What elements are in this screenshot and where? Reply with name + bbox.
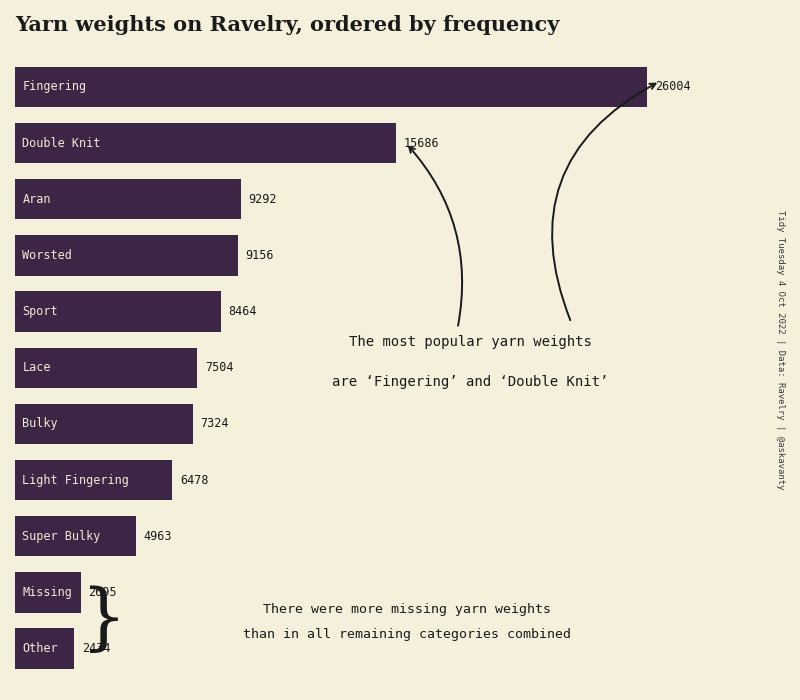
- Text: There were more missing yarn weights: There were more missing yarn weights: [263, 603, 551, 616]
- Text: Yarn weights on Ravelry, ordered by frequency: Yarn weights on Ravelry, ordered by freq…: [15, 15, 559, 35]
- Text: 26004: 26004: [654, 80, 690, 93]
- Bar: [15, 460, 173, 500]
- Text: 15686: 15686: [404, 136, 439, 150]
- Text: are ‘Fingering’ and ‘Double Knit’: are ‘Fingering’ and ‘Double Knit’: [332, 374, 608, 388]
- Text: 8464: 8464: [228, 305, 257, 318]
- Bar: [15, 66, 647, 107]
- Text: Tidy Tuesday 4 Oct 2022 | Data: Ravelry | @askavanty: Tidy Tuesday 4 Oct 2022 | Data: Ravelry …: [775, 210, 785, 490]
- Bar: [15, 404, 193, 444]
- Text: 9292: 9292: [249, 193, 277, 206]
- Bar: [15, 235, 238, 276]
- Text: Sport: Sport: [22, 305, 58, 318]
- Text: }: }: [81, 585, 126, 656]
- Text: Other: Other: [22, 642, 58, 655]
- Text: Light Fingering: Light Fingering: [22, 473, 129, 486]
- Bar: [15, 123, 396, 163]
- Text: 7504: 7504: [205, 361, 234, 374]
- Text: Missing: Missing: [22, 586, 72, 598]
- Text: Super Bulky: Super Bulky: [22, 530, 101, 542]
- Text: 7324: 7324: [201, 417, 229, 430]
- Bar: [15, 629, 74, 668]
- Text: 6478: 6478: [180, 473, 209, 486]
- Text: Fingering: Fingering: [22, 80, 86, 93]
- Text: 2434: 2434: [82, 642, 110, 655]
- Text: 2695: 2695: [88, 586, 117, 598]
- Bar: [15, 291, 221, 332]
- Bar: [15, 347, 198, 388]
- Text: Lace: Lace: [22, 361, 50, 374]
- Text: Aran: Aran: [22, 193, 50, 206]
- Text: than in all remaining categories combined: than in all remaining categories combine…: [243, 628, 571, 641]
- Text: 4963: 4963: [143, 530, 172, 542]
- Bar: [15, 572, 81, 612]
- Text: The most popular yarn weights: The most popular yarn weights: [349, 335, 592, 349]
- Text: Bulky: Bulky: [22, 417, 58, 430]
- Text: 9156: 9156: [245, 249, 274, 262]
- Text: Worsted: Worsted: [22, 249, 72, 262]
- Bar: [15, 516, 136, 556]
- Text: Double Knit: Double Knit: [22, 136, 101, 150]
- Bar: [15, 179, 241, 220]
